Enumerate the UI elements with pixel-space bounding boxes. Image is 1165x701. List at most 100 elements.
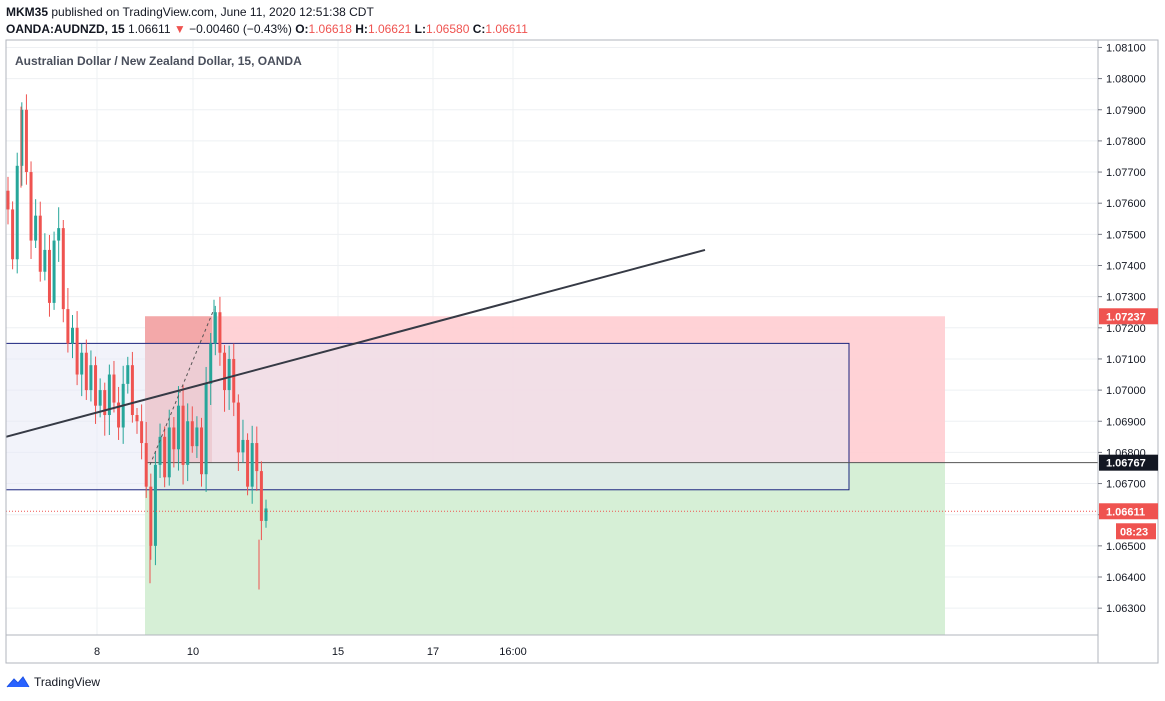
- candle-body: [241, 439, 245, 453]
- down-arrow-icon: ▼: [173, 22, 186, 36]
- price-labels: 1.07237 1.06767 1.06611 08:23: [1099, 308, 1158, 540]
- candle-body: [158, 436, 162, 465]
- price-label-text-countdown: 08:23: [1120, 526, 1148, 538]
- candle-body: [75, 327, 79, 375]
- candle-body: [126, 365, 130, 384]
- candle-body: [52, 240, 56, 303]
- publish-info: MKM35 published on TradingView.com, June…: [6, 5, 374, 20]
- candle-body: [259, 471, 263, 521]
- candle-body: [34, 215, 38, 241]
- price-tick-label: 1.07700: [1106, 167, 1146, 179]
- price-label-countdown: [1116, 523, 1156, 540]
- price-label-stop: [1099, 308, 1158, 325]
- candle-body: [232, 358, 236, 403]
- price-tick-label: 1.07000: [1106, 385, 1146, 397]
- candle-body: [66, 309, 70, 344]
- candle-body: [255, 443, 259, 472]
- close-value: 1.06611: [485, 22, 528, 36]
- symbol-name[interactable]: OANDA:AUDNZD, 15: [6, 22, 125, 36]
- time-axis[interactable]: 8 10 15 17 16:00: [94, 646, 527, 658]
- time-tick-label: 8: [94, 646, 100, 658]
- price-tick-label: 1.07200: [1106, 323, 1146, 335]
- candle-body: [24, 109, 28, 173]
- candle-body: [144, 443, 148, 487]
- candle-body: [223, 352, 227, 391]
- price-label-text-last: 1.06611: [1106, 506, 1145, 518]
- dashed-line: [149, 308, 215, 466]
- candle-body: [6, 190, 10, 210]
- candle-body: [89, 365, 93, 391]
- candle-body: [38, 215, 42, 272]
- price-tick-label: 1.07300: [1106, 292, 1146, 304]
- candle-body: [181, 405, 185, 465]
- author-name[interactable]: MKM35: [6, 5, 49, 19]
- candles[interactable]: [6, 94, 268, 590]
- low-value: 1.06580: [426, 22, 470, 36]
- price-label-entry: [1099, 454, 1158, 471]
- open-label: O:: [295, 22, 309, 36]
- candle-body: [172, 427, 176, 450]
- candle-body: [61, 228, 65, 310]
- trend-line: [5, 248, 706, 438]
- candle-body: [149, 486, 153, 546]
- candle-body: [20, 109, 24, 166]
- candle-body: [153, 464, 157, 546]
- candle-body: [47, 249, 51, 303]
- price-tick-label: 1.07100: [1106, 354, 1146, 366]
- tradingview-footer[interactable]: TradingView: [6, 675, 100, 689]
- candle-body: [167, 427, 171, 478]
- candle-body: [117, 402, 121, 428]
- candle-body: [190, 421, 194, 447]
- candle-body: [57, 228, 61, 241]
- candle-body: [213, 312, 217, 344]
- candle-body: [130, 365, 134, 416]
- candle-body: [246, 439, 250, 487]
- last-price: 1.06611: [128, 22, 171, 36]
- price-tick-label: 1.07400: [1106, 261, 1146, 273]
- candle-body: [103, 390, 107, 416]
- drawings[interactable]: [5, 248, 1098, 512]
- price-change: −0.00460 (−0.43%): [189, 22, 292, 36]
- close-label: C:: [472, 22, 486, 36]
- candle-body: [163, 436, 167, 478]
- candle-body: [84, 352, 88, 391]
- symbol-info-bar: OANDA:AUDNZD, 15 1.06611 ▼ −0.00460 (−0.…: [6, 22, 528, 37]
- low-label: L:: [414, 22, 426, 36]
- candle-body: [107, 374, 111, 416]
- candle-body: [71, 327, 74, 344]
- open-value: 1.06618: [308, 22, 352, 36]
- candle-body: [29, 172, 33, 241]
- price-tick-label: 1.07600: [1106, 198, 1146, 210]
- candle-body: [80, 352, 84, 375]
- time-tick-label: 15: [332, 646, 344, 658]
- candle-body: [112, 374, 116, 403]
- price-chart[interactable]: 1.063001.064001.065001.066001.067001.068…: [0, 0, 1165, 668]
- candle-body: [11, 209, 15, 260]
- price-axis[interactable]: 1.063001.064001.065001.066001.067001.068…: [1098, 42, 1146, 615]
- candle-body: [209, 343, 213, 384]
- candle-body: [186, 421, 190, 465]
- candle-body: [264, 508, 268, 521]
- chart-area[interactable]: 1.063001.064001.065001.066001.067001.068…: [0, 0, 1165, 673]
- price-tick-label: 1.07800: [1106, 136, 1146, 148]
- price-tick-label: 1.06500: [1106, 541, 1146, 553]
- tradingview-brand: TradingView: [34, 675, 101, 689]
- candle-body: [200, 427, 203, 475]
- price-tick-label: 1.08100: [1106, 42, 1146, 54]
- candle-body: [176, 405, 180, 450]
- high-label: H:: [355, 22, 368, 36]
- price-tick-label: 1.06700: [1106, 479, 1146, 491]
- candle-body: [43, 249, 47, 272]
- high-value: 1.06621: [367, 22, 412, 36]
- candle-body: [15, 165, 19, 260]
- tradingview-logo-icon: [6, 676, 30, 688]
- candle-body: [98, 390, 102, 406]
- profit-target-zone: [145, 462, 945, 635]
- price-tick-label: 1.06900: [1106, 416, 1146, 428]
- price-tick-label: 1.06400: [1106, 572, 1146, 584]
- candle-body: [140, 421, 144, 444]
- position-zones[interactable]: [5, 316, 1098, 635]
- candle-body: [135, 415, 139, 422]
- price-tick-label: 1.07500: [1106, 229, 1146, 241]
- candle-body: [250, 443, 254, 487]
